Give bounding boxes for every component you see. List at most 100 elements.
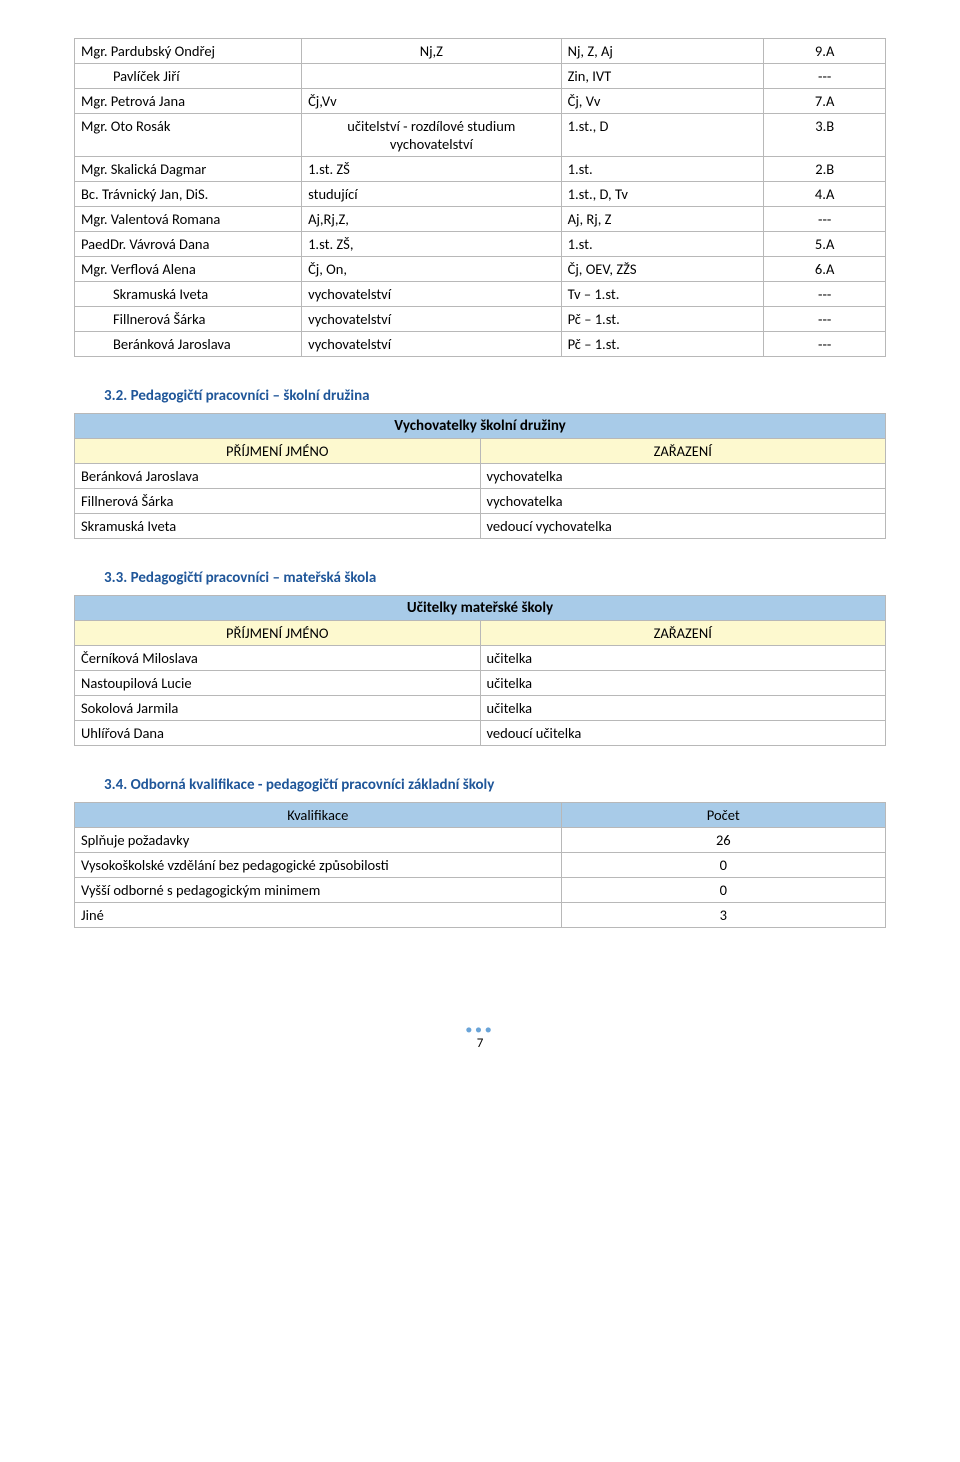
table-row: Mgr. Oto Rosákučitelství - rozdílové stu… xyxy=(75,114,886,157)
page-number: 7 xyxy=(74,1036,886,1051)
table-title: Vychovatelky školní družiny xyxy=(75,414,886,439)
table-cell: Čj, OEV, ZŽS xyxy=(561,257,764,282)
table-row: Bc. Trávnický Jan, DiS.studující1.st., D… xyxy=(75,182,886,207)
table-cell: --- xyxy=(764,64,886,89)
table-row: Mgr. Verflová AlenaČj, On,Čj, OEV, ZŽS6.… xyxy=(75,257,886,282)
afterschool-staff-table: Vychovatelky školní družiny PŘÍJMENÍ JMÉ… xyxy=(74,413,886,539)
table-row: Mgr. Valentová RomanaAj,Rj,Z,Aj, Rj, Z--… xyxy=(75,207,886,232)
table-row: Uhlířová Danavedoucí učitelka xyxy=(75,721,886,746)
table-cell: Sokolová Jarmila xyxy=(75,696,481,721)
table-cell: Beránková Jaroslava xyxy=(75,464,481,489)
table-cell: Beránková Jaroslava xyxy=(75,332,302,357)
table-cell: Splňuje požadavky xyxy=(75,828,562,853)
table-cell: Aj,Rj,Z, xyxy=(302,207,562,232)
table-cell: 7.A xyxy=(764,89,886,114)
table-cell: Vysokoškolské vzdělání bez pedagogické z… xyxy=(75,853,562,878)
column-header: ZAŘAZENÍ xyxy=(480,621,886,646)
table-row: Beránková JaroslavavychovatelstvíPč – 1.… xyxy=(75,332,886,357)
table-cell: Vyšší odborné s pedagogickým minimem xyxy=(75,878,562,903)
table-cell: Nj,Z xyxy=(302,39,562,64)
table-row: Mgr. Pardubský OndřejNj,ZNj, Z, Aj9.A xyxy=(75,39,886,64)
table-row: Nastoupilová Lucieučitelka xyxy=(75,671,886,696)
column-header: Kvalifikace xyxy=(75,803,562,828)
table-row: Vyšší odborné s pedagogickým minimem0 xyxy=(75,878,886,903)
table-cell: Čj,Vv xyxy=(302,89,562,114)
table-cell: 6.A xyxy=(764,257,886,282)
table-cell: 1.st. xyxy=(561,157,764,182)
table-cell: --- xyxy=(764,332,886,357)
table-cell: Skramuská Iveta xyxy=(75,282,302,307)
table-cell: Fillnerová Šárka xyxy=(75,489,481,514)
table-cell: 0 xyxy=(561,853,885,878)
table-row: Mgr. Skalická Dagmar1.st. ZŠ1.st.2.B xyxy=(75,157,886,182)
table-row: Skramuská Ivetavedoucí vychovatelka xyxy=(75,514,886,539)
table-cell: Uhlířová Dana xyxy=(75,721,481,746)
section-3-2-heading: 3.2. Pedagogičtí pracovníci – školní dru… xyxy=(104,387,886,405)
table-cell: Aj, Rj, Z xyxy=(561,207,764,232)
table-cell: Mgr. Petrová Jana xyxy=(75,89,302,114)
table-row: Vysokoškolské vzdělání bez pedagogické z… xyxy=(75,853,886,878)
table-cell: vychovatelka xyxy=(480,489,886,514)
column-header: PŘÍJMENÍ JMÉNO xyxy=(75,439,481,464)
table-cell: 0 xyxy=(561,878,885,903)
table-cell xyxy=(302,64,562,89)
table-cell: Pč – 1.st. xyxy=(561,307,764,332)
teachers-table: Mgr. Pardubský OndřejNj,ZNj, Z, Aj9.APav… xyxy=(74,38,886,357)
table-cell: Skramuská Iveta xyxy=(75,514,481,539)
table-cell: vychovatelství xyxy=(302,307,562,332)
table-cell: Mgr. Oto Rosák xyxy=(75,114,302,157)
table-cell: Mgr. Verflová Alena xyxy=(75,257,302,282)
section-3-4-heading: 3.4. Odborná kvalifikace - pedagogičtí p… xyxy=(104,776,886,794)
table-cell: 1.st. xyxy=(561,232,764,257)
table-cell: Pč – 1.st. xyxy=(561,332,764,357)
table-cell: 3.B xyxy=(764,114,886,157)
table-row: PaedDr. Vávrová Dana1.st. ZŠ,1.st.5.A xyxy=(75,232,886,257)
table-row: Sokolová Jarmilaučitelka xyxy=(75,696,886,721)
table-cell: Nj, Z, Aj xyxy=(561,39,764,64)
table-cell: Zin, IVT xyxy=(561,64,764,89)
table-row: Splňuje požadavky26 xyxy=(75,828,886,853)
table-row: Beránková Jaroslavavychovatelka xyxy=(75,464,886,489)
table-row: Jiné3 xyxy=(75,903,886,928)
table-cell: Fillnerová Šárka xyxy=(75,307,302,332)
table-cell: --- xyxy=(764,307,886,332)
table-cell: učitelka xyxy=(480,671,886,696)
table-cell: vedoucí vychovatelka xyxy=(480,514,886,539)
dots-decoration: ●●● xyxy=(74,1024,886,1035)
table-cell: --- xyxy=(764,282,886,307)
table-cell: vychovatelství xyxy=(302,282,562,307)
table-row: Mgr. Petrová JanaČj,VvČj, Vv7.A xyxy=(75,89,886,114)
table-cell: vedoucí učitelka xyxy=(480,721,886,746)
table-cell: Mgr. Skalická Dagmar xyxy=(75,157,302,182)
table-cell: PaedDr. Vávrová Dana xyxy=(75,232,302,257)
table-cell: 1.st. ZŠ xyxy=(302,157,562,182)
table-cell: vychovatelství xyxy=(302,332,562,357)
table-row: Fillnerová ŠárkavychovatelstvíPč – 1.st.… xyxy=(75,307,886,332)
column-header: PŘÍJMENÍ JMÉNO xyxy=(75,621,481,646)
table-cell: 9.A xyxy=(764,39,886,64)
table-cell: 5.A xyxy=(764,232,886,257)
table-cell: Černíková Miloslava xyxy=(75,646,481,671)
table-cell: 1.st., D, Tv xyxy=(561,182,764,207)
table-cell: 1.st. ZŠ, xyxy=(302,232,562,257)
table-title: Učitelky mateřské školy xyxy=(75,596,886,621)
table-cell: Jiné xyxy=(75,903,562,928)
column-header: ZAŘAZENÍ xyxy=(480,439,886,464)
table-cell: učitelství - rozdílové studium vychovate… xyxy=(302,114,562,157)
table-cell: 2.B xyxy=(764,157,886,182)
table-cell: Mgr. Valentová Romana xyxy=(75,207,302,232)
table-row: Pavlíček Jiří Zin, IVT--- xyxy=(75,64,886,89)
table-row: Černíková Miloslavaučitelka xyxy=(75,646,886,671)
table-row: Fillnerová Šárkavychovatelka xyxy=(75,489,886,514)
table-cell: Pavlíček Jiří xyxy=(75,64,302,89)
table-cell: vychovatelka xyxy=(480,464,886,489)
table-cell: Čj, On, xyxy=(302,257,562,282)
table-cell: 4.A xyxy=(764,182,886,207)
table-cell: 26 xyxy=(561,828,885,853)
table-cell: studující xyxy=(302,182,562,207)
kindergarten-staff-table: Učitelky mateřské školy PŘÍJMENÍ JMÉNO Z… xyxy=(74,595,886,746)
table-cell: učitelka xyxy=(480,696,886,721)
qualification-table: Kvalifikace Počet Splňuje požadavky26Vys… xyxy=(74,802,886,928)
table-cell: 1.st., D xyxy=(561,114,764,157)
column-header: Počet xyxy=(561,803,885,828)
